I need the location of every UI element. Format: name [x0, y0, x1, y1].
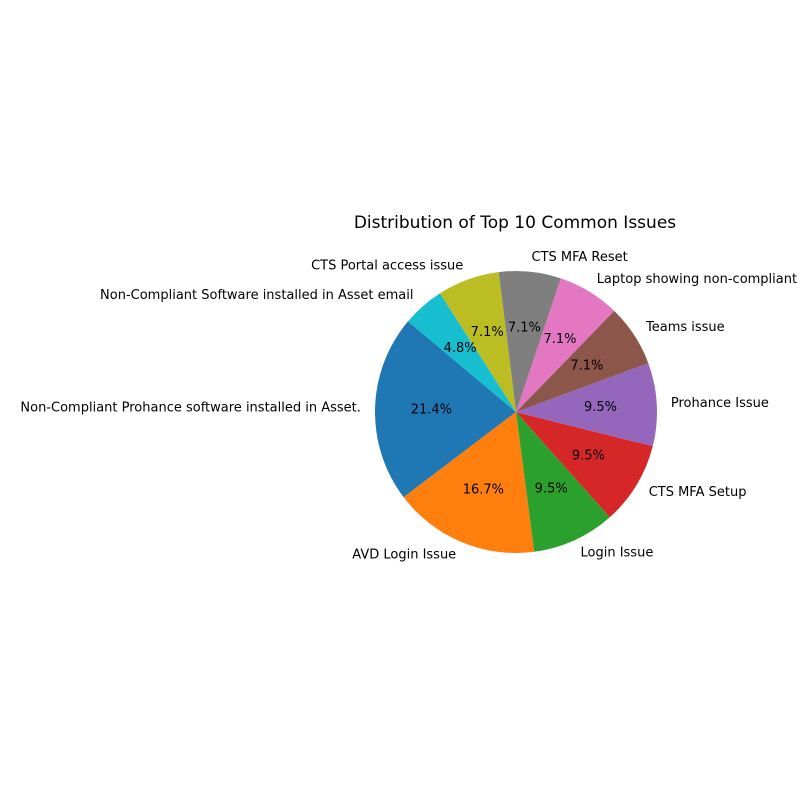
pie-percent-label: 7.1% [508, 320, 541, 335]
chart-title: Distribution of Top 10 Common Issues [354, 213, 676, 233]
pie-slice [516, 412, 653, 518]
pie-percent-label: 7.1% [543, 332, 576, 347]
pie-slice [516, 278, 615, 412]
pie-percent-labels: 21.4%16.7% 9.5%9.5%9.5%7.1%7.1%7.1%7.1%4.… [411, 320, 617, 497]
pie-percent-label: 7.1% [570, 358, 603, 373]
pie-slice [407, 293, 516, 412]
pie-category-label: Login Issue [581, 546, 654, 561]
pie-percent-label: 9.5% [584, 400, 617, 415]
pie-slice [439, 272, 516, 412]
pie-category-label: CTS Portal access issue [311, 259, 463, 274]
pie-percent-label: 9.5% [572, 448, 605, 463]
pie-category-labels: Non-Compliant Prohance software installe… [20, 250, 797, 562]
pie-slice [516, 363, 657, 447]
pie-category-label: Teams issue [645, 320, 725, 335]
pie-slice [516, 412, 610, 552]
pie-slice [498, 270, 561, 412]
pie-slices [375, 270, 657, 553]
pie-category-label: CTS MFA Reset [532, 250, 628, 265]
pie-percent-label: 4.8% [444, 341, 477, 356]
pie-category-label: AVD Login Issue [352, 548, 456, 563]
pie-percent-label: 16.7% [463, 483, 504, 498]
pie-slice [375, 321, 516, 498]
pie-category-label: CTS MFA Setup [649, 485, 747, 500]
pie-category-label: Prohance Issue [671, 396, 769, 411]
pie-category-label: Non-Compliant Software installed in Asse… [100, 288, 413, 303]
pie-category-label: Non-Compliant Prohance software installe… [20, 401, 360, 416]
pie-percent-label: 9.5% [535, 481, 568, 496]
pie-slice [516, 310, 649, 412]
pie-percent-label: 21.4% [411, 402, 452, 417]
pie-slice [403, 412, 535, 553]
pie-category-label: Laptop showing non-compliant [597, 272, 797, 287]
pie-percent-label: 7.1% [471, 325, 504, 340]
